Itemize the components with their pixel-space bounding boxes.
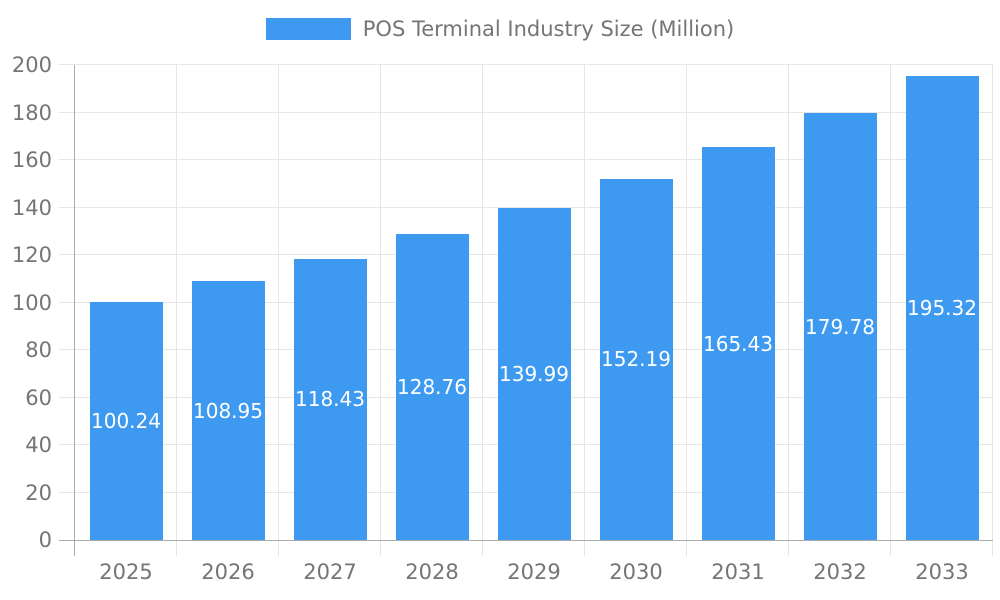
v-gridline: [176, 65, 177, 540]
x-tick-label: 2028: [405, 560, 459, 584]
bar[interactable]: 165.43: [701, 147, 775, 540]
h-gridline: [75, 111, 993, 113]
x-tick: [890, 540, 891, 556]
x-tick: [278, 540, 279, 556]
legend-item[interactable]: POS Terminal Industry Size (Million): [0, 18, 1000, 40]
y-tick: [59, 301, 75, 303]
bar-value-label: 108.95: [193, 398, 263, 423]
x-tick-label: 2025: [99, 560, 153, 584]
y-tick: [59, 159, 75, 160]
v-gridline: [992, 65, 993, 540]
y-tick-label: 80: [25, 338, 52, 362]
y-axis-line: [74, 65, 75, 556]
legend-label: POS Terminal Industry Size (Million): [362, 17, 735, 41]
bar-value-label: 195.32: [907, 296, 977, 321]
bar[interactable]: 100.24: [89, 301, 163, 540]
v-gridline: [584, 65, 585, 540]
y-tick: [59, 206, 75, 208]
x-tick-label: 2029: [507, 560, 561, 584]
bar[interactable]: 108.95: [191, 281, 265, 540]
y-tick-label: 160: [11, 148, 52, 172]
y-tick-label: 0: [38, 528, 52, 552]
y-tick-label: 100: [11, 290, 52, 315]
v-gridline: [278, 65, 279, 540]
y-tick-label: 60: [25, 385, 52, 410]
y-tick-label: 180: [11, 100, 52, 125]
x-tick: [788, 540, 789, 556]
x-tick: [686, 540, 687, 556]
y-tick: [59, 254, 75, 255]
bar[interactable]: 139.99: [497, 207, 571, 540]
x-tick: [380, 540, 381, 556]
x-tick: [176, 540, 177, 556]
bar-value-label: 179.78: [805, 314, 875, 339]
h-gridline: [75, 64, 993, 65]
y-tick: [59, 444, 75, 445]
h-gridline: [75, 159, 993, 160]
x-tick: [992, 540, 993, 556]
y-tick-label: 140: [11, 195, 52, 220]
v-gridline: [890, 65, 891, 540]
y-tick: [59, 396, 75, 398]
h-gridline: [75, 206, 993, 208]
v-gridline: [380, 65, 381, 540]
bar-value-label: 118.43: [295, 387, 365, 412]
bar[interactable]: 128.76: [395, 234, 469, 540]
y-tick: [59, 491, 75, 493]
x-tick: [584, 540, 585, 556]
y-tick-label: 20: [25, 480, 52, 505]
x-tick-label: 2026: [201, 560, 255, 584]
y-tick-label: 40: [25, 433, 52, 457]
legend-swatch: [265, 18, 351, 40]
bar-value-label: 128.76: [397, 375, 467, 400]
bar[interactable]: 195.32: [905, 76, 979, 540]
x-tick-label: 2031: [711, 560, 765, 584]
y-tick: [59, 111, 75, 113]
bar[interactable]: 118.43: [293, 258, 367, 540]
v-gridline: [686, 65, 687, 540]
y-tick-label: 120: [11, 243, 52, 267]
x-tick-label: 2030: [609, 560, 663, 584]
bar-value-label: 165.43: [703, 331, 773, 356]
x-tick-label: 2032: [813, 560, 867, 584]
v-gridline: [788, 65, 789, 540]
x-axis-line: [59, 540, 993, 541]
x-tick-label: 2033: [915, 560, 969, 584]
y-tick: [59, 64, 75, 65]
bar-value-label: 139.99: [499, 361, 569, 386]
x-tick: [482, 540, 483, 556]
y-tick: [59, 349, 75, 350]
bar[interactable]: 152.19: [599, 178, 673, 540]
bar-value-label: 152.19: [601, 347, 671, 372]
v-gridline: [482, 65, 483, 540]
x-tick-label: 2027: [303, 560, 357, 584]
bar[interactable]: 179.78: [803, 113, 877, 540]
bar-value-label: 100.24: [91, 408, 161, 433]
y-tick-label: 200: [11, 53, 52, 77]
